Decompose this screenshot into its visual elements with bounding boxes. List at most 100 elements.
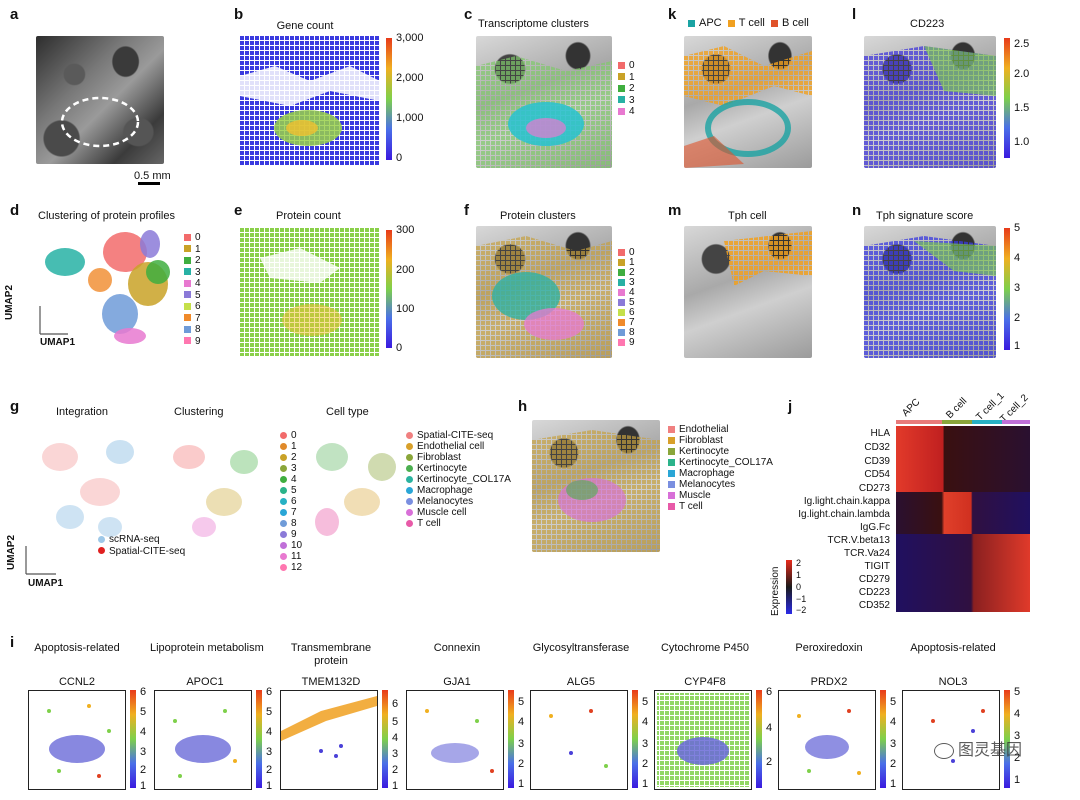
- panel-g-yaxis: UMAP2: [6, 534, 17, 570]
- panel-l-colorbar: [1004, 38, 1010, 158]
- panel-m-title: Tph cell: [728, 210, 767, 222]
- panel-e-title: Protein count: [276, 210, 341, 222]
- panel-m-spatial-map: [684, 226, 812, 358]
- panel-e-tick: 100: [396, 303, 415, 315]
- gene-colorbar-tick: 2: [518, 758, 525, 770]
- heatmap-row-label: Ig.light.chain.lambda: [798, 509, 890, 520]
- panel-b-spatial-map: [240, 36, 380, 166]
- gene-category: Lipoprotein metabolism: [150, 642, 264, 654]
- gene-spatial-map: [28, 690, 126, 790]
- panel-b-title: Gene count: [276, 20, 334, 32]
- panel-label-n: n: [852, 202, 862, 219]
- gene-name: CYP4F8: [684, 676, 726, 688]
- gene-name: NOL3: [938, 676, 968, 688]
- gene-colorbar-tick: 4: [642, 716, 649, 728]
- wechat-icon: [934, 742, 954, 759]
- panel-l-spatial-map: [864, 36, 996, 168]
- heatmap-colorbar-tick: −2: [796, 605, 807, 615]
- gene-colorbar-tick: 2: [392, 764, 399, 776]
- panel-h-spatial-map: [532, 420, 660, 552]
- gene-colorbar-tick: 1: [518, 778, 525, 790]
- gene-colorbar: [130, 690, 136, 788]
- gene-colorbar-tick: 3: [392, 748, 399, 760]
- panel-label-m: m: [668, 202, 682, 219]
- gene-colorbar-tick: 4: [890, 716, 897, 728]
- panel-f-title: Protein clusters: [500, 210, 576, 222]
- panel-c-spatial-map: [476, 36, 612, 168]
- gene-name: APOC1: [186, 676, 224, 688]
- gene-colorbar-tick: 4: [140, 726, 147, 738]
- panel-g-legend-celltype: Spatial-CITE-seq Endothelial cell Fibrob…: [406, 430, 511, 529]
- scalebar-label: 0.5 mm: [134, 170, 171, 182]
- panel-n-title: Tph signature score: [876, 210, 974, 222]
- gene-colorbar: [880, 690, 886, 788]
- gene-colorbar: [1004, 690, 1010, 788]
- gene-category: Apoptosis-related: [34, 642, 120, 654]
- gene-colorbar: [632, 690, 638, 788]
- gene-colorbar-tick: 1: [1014, 774, 1021, 786]
- panel-label-j: j: [788, 398, 793, 415]
- heatmap-row-label: CD54: [864, 469, 890, 480]
- gene-colorbar-tick: 5: [642, 696, 649, 708]
- gene-colorbar-tick: 4: [392, 732, 399, 744]
- panel-g-xaxis: UMAP1: [28, 578, 64, 589]
- gene-name: ALG5: [566, 676, 596, 688]
- panel-g-title-clustering: Clustering: [174, 406, 224, 418]
- panel-l-tick: 2.5: [1014, 38, 1030, 50]
- heatmap-colorbar-tick: 0: [796, 582, 802, 592]
- panel-n-spatial-map: [864, 226, 996, 358]
- gene-colorbar-tick: 3: [518, 738, 525, 750]
- panel-f-spatial-map: [476, 226, 612, 358]
- panel-label-f: f: [464, 202, 469, 219]
- gene-spatial-map: [154, 690, 252, 790]
- panel-k-spatial-map: [684, 36, 812, 168]
- panel-label-b: b: [234, 6, 244, 23]
- gene-colorbar-tick: 2: [766, 756, 773, 768]
- panel-d-title: Clustering of protein profiles: [38, 210, 175, 222]
- panel-b-tick: 0: [396, 152, 403, 164]
- panel-n-tick: 4: [1014, 252, 1021, 264]
- heatmap-col-bar-tcell2: [1002, 420, 1030, 424]
- panel-e-tick: 200: [396, 264, 415, 276]
- heatmap-colorbar: [786, 560, 792, 614]
- panel-e-spatial-map: [240, 228, 380, 356]
- panel-g-legend-clusters: 0 1 2 3 4 5 6 7 8 9 10 11 12: [280, 430, 302, 573]
- heatmap-row-label: IgG.Fc: [859, 522, 890, 533]
- gene-colorbar-tick: 6: [392, 698, 399, 710]
- gene-colorbar-tick: 4: [266, 726, 273, 738]
- gene-colorbar-tick: 5: [266, 706, 273, 718]
- panel-b-tick: 1,000: [396, 112, 424, 124]
- panel-g-legend-integration: scRNA-seq Spatial-CITE-seq: [98, 534, 185, 557]
- gene-category: Glycosyltransferase: [532, 642, 630, 654]
- heatmap-col-label: B cell: [944, 395, 970, 421]
- gene-colorbar-tick: 5: [140, 706, 147, 718]
- gene-colorbar-tick: 3: [1014, 730, 1021, 742]
- gene-name: GJA1: [443, 676, 471, 688]
- panel-g-title-celltype: Cell type: [326, 406, 369, 418]
- gene-category: Connexin: [433, 642, 481, 654]
- panel-e-tick: 300: [396, 224, 415, 236]
- gene-name: CCNL2: [58, 676, 96, 688]
- gene-colorbar-tick: 4: [766, 722, 773, 734]
- gene-colorbar-tick: 4: [1014, 708, 1021, 720]
- gene-colorbar-tick: 3: [266, 746, 273, 758]
- panel-a-tissue-image: [36, 36, 164, 164]
- gene-colorbar-tick: 5: [518, 696, 525, 708]
- heatmap-row-label: CD273: [858, 483, 890, 494]
- gene-colorbar-tick: 6: [766, 686, 773, 698]
- gene-colorbar-tick: 3: [890, 738, 897, 750]
- gene-colorbar-tick: 6: [266, 686, 273, 698]
- gene-spatial-map: [778, 690, 876, 790]
- panel-d-umap: [39, 230, 170, 344]
- panel-c-title: Transcriptome clusters: [478, 18, 589, 30]
- panel-label-e: e: [234, 202, 243, 219]
- panel-d-legend: 0 1 2 3 4 5 6 7 8 9: [184, 232, 201, 347]
- heatmap-colorbar-tick: −1: [796, 594, 807, 604]
- panel-label-c: c: [464, 6, 473, 23]
- heatmap-row-label: TCR.V.beta13: [827, 535, 890, 546]
- gene-colorbar: [382, 690, 388, 788]
- heatmap-colorbar-tick: 1: [796, 570, 802, 580]
- gene-colorbar-tick: 1: [266, 780, 273, 792]
- gene-colorbar-tick: 1: [140, 780, 147, 792]
- panel-j-heatmap: [896, 426, 1030, 612]
